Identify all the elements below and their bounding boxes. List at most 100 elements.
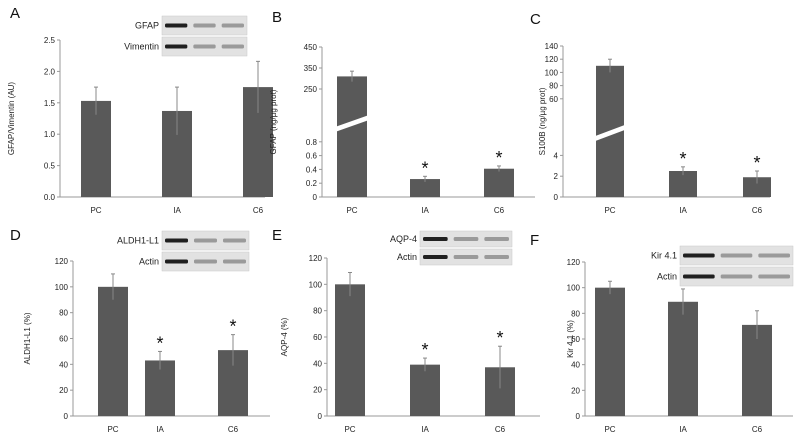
- y-tick-label: 0: [313, 193, 318, 202]
- y-tick-label: 80: [313, 307, 322, 316]
- y-tick-label: 80: [59, 309, 68, 318]
- y-tick-label: 100: [55, 283, 69, 292]
- blot-band: [223, 238, 246, 243]
- error-bar: [175, 86, 179, 135]
- category-label: C6: [228, 425, 239, 434]
- blot-band: [193, 23, 216, 28]
- blot-band: [683, 274, 715, 279]
- error-bar: [423, 175, 427, 182]
- blot-label: GFAP: [135, 21, 159, 31]
- western-blot: ALDH1-L1 Actin: [117, 230, 250, 272]
- y-tick-label: 0.2: [306, 179, 318, 188]
- blot-band: [720, 253, 753, 258]
- category-label: C6: [495, 425, 506, 434]
- bar-IA: [668, 301, 698, 416]
- error-bar: [497, 165, 501, 172]
- error-bar: [681, 166, 685, 176]
- chart-panel-E: 0 20 40 60 80 100 120 PC IA * C6 * AQP-4 (%) AQP-4 Act…: [280, 230, 540, 434]
- significance-star: *: [229, 317, 236, 337]
- y-tick-label: 0: [318, 412, 323, 421]
- axis-break-mark: [594, 124, 626, 142]
- error-bar: [256, 60, 260, 113]
- chart-panel-D: 0 20 40 60 80 100 120 PC IA * C6 * ALDH1-L1 (%) ALDH1…: [23, 230, 270, 434]
- y-tick-label: 1.5: [44, 99, 56, 108]
- y-tick-label: 100: [545, 68, 559, 77]
- blot-band: [453, 237, 479, 241]
- significance-star: *: [679, 149, 686, 169]
- blot-label: Actin: [397, 252, 417, 262]
- bar-IA: [410, 179, 440, 197]
- significance-star: *: [753, 153, 760, 173]
- error-bar: [755, 310, 759, 339]
- blot-band: [423, 237, 448, 241]
- chart-panel-C: 60 80 100 120 140 0 2 4 PC * IA * C6 S100B (ng/µg pro…: [538, 42, 771, 215]
- y-tick-label: 40: [59, 360, 68, 369]
- error-bar: [348, 271, 352, 297]
- y-tick-label: 0: [554, 193, 559, 202]
- error-bar: [608, 58, 612, 73]
- bar-PC: [81, 100, 111, 197]
- y-axis-label: S100B (ng/µg prot): [538, 87, 547, 155]
- error-bar: [111, 273, 115, 300]
- bar-IA: [145, 360, 175, 416]
- chart-panel-B: 250 350 450 0 0.2 0.4 0.6 0.8 PC * IA * C6 GFAP (ng/µ…: [269, 43, 535, 215]
- category-label: C6: [494, 206, 505, 215]
- category-label: IA: [679, 425, 687, 434]
- y-tick-label: 120: [567, 258, 581, 267]
- blot-band: [221, 23, 244, 28]
- y-tick-label: 60: [549, 95, 558, 104]
- y-tick-label: 4: [554, 151, 559, 160]
- blot-band: [165, 259, 188, 264]
- chart-panel-A: 0.0 0.5 1.0 1.5 2.0 2.5 PC IA C6 GFAP/Vimentin (A…: [7, 15, 273, 215]
- blot-label: ALDH1-L1: [117, 236, 159, 246]
- panel-label: B: [272, 9, 282, 26]
- axis-break-mark: [335, 115, 369, 132]
- significance-star: *: [156, 333, 163, 353]
- y-tick-label: 60: [59, 335, 68, 344]
- bar-PC: [335, 284, 365, 416]
- blot-band: [223, 259, 246, 264]
- y-tick-label: 100: [309, 280, 323, 289]
- y-tick-label: 40: [571, 361, 580, 370]
- western-blot: Kir 4.1 Actin: [651, 245, 794, 287]
- y-tick-label: 60: [571, 335, 580, 344]
- y-tick-label: 20: [571, 386, 580, 395]
- category-label: PC: [344, 425, 355, 434]
- y-tick-label: 20: [313, 386, 322, 395]
- category-label: IA: [173, 206, 181, 215]
- blot-band: [720, 274, 753, 279]
- y-tick-label: 2.0: [44, 67, 56, 76]
- blot-label: AQP-4: [390, 234, 417, 244]
- significance-star: *: [496, 328, 503, 348]
- blot-band: [758, 274, 790, 279]
- y-tick-label: 100: [567, 284, 581, 293]
- y-axis-label: ALDH1-L1 (%): [23, 312, 32, 364]
- bar-C6: [484, 168, 514, 197]
- blot-label: Vimentin: [124, 42, 159, 52]
- blot-band: [165, 44, 188, 49]
- y-tick-label: 2: [554, 172, 559, 181]
- bar-PC: [595, 287, 625, 416]
- category-label: PC: [90, 206, 101, 215]
- panel-label: F: [530, 232, 539, 249]
- category-label: IA: [421, 425, 429, 434]
- error-bar: [158, 350, 162, 370]
- y-axis-label: GFAP (ng/µg prot): [269, 89, 278, 154]
- category-label: C6: [752, 425, 763, 434]
- blot-band: [484, 255, 509, 259]
- category-label: PC: [604, 425, 615, 434]
- blot-band: [221, 44, 244, 49]
- y-tick-label: 0.0: [44, 193, 56, 202]
- significance-star: *: [421, 340, 428, 360]
- y-tick-label: 40: [313, 359, 322, 368]
- blot-band: [194, 259, 217, 264]
- blot-label: Kir 4.1: [651, 251, 677, 261]
- blot-band: [683, 253, 715, 258]
- bar-IA: [410, 364, 440, 416]
- error-bar: [608, 280, 612, 295]
- blot-band: [484, 237, 509, 241]
- blot-band: [758, 253, 790, 258]
- bar-PC: [337, 76, 367, 197]
- western-blot: GFAP Vimentin: [124, 15, 248, 57]
